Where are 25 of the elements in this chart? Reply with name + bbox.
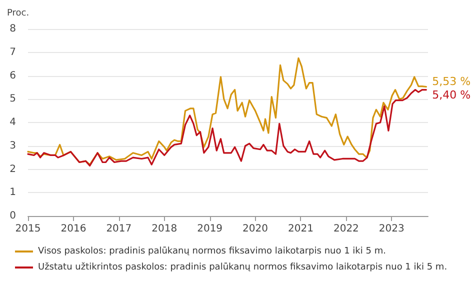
line-series bbox=[27, 57, 427, 166]
x-tick-label: 2019 bbox=[197, 224, 223, 234]
y-tick-label: 8 bbox=[10, 24, 16, 34]
x-tick-label: 2015 bbox=[15, 224, 41, 234]
y-tick-label: 6 bbox=[10, 70, 16, 82]
y-tick-label: 5 bbox=[10, 94, 16, 105]
y-tick-label: 1 bbox=[10, 187, 16, 198]
annotation: 5,40 % bbox=[432, 88, 471, 102]
y-axis-title: Proc. bbox=[7, 8, 30, 18]
x-tick-label: 2021 bbox=[288, 224, 314, 234]
line-series bbox=[27, 88, 427, 167]
y-tick-label: 7 bbox=[10, 46, 16, 58]
y-tick-label: 3 bbox=[10, 140, 16, 152]
x-tick-label: 2023 bbox=[378, 224, 404, 234]
x-tick-label: 2016 bbox=[60, 224, 86, 234]
x-tick-label: 2018 bbox=[152, 224, 178, 234]
y-tick-label: 2 bbox=[10, 164, 16, 175]
x-tick-label: 2022 bbox=[333, 224, 359, 234]
annotation: 5,53 % bbox=[432, 75, 471, 88]
x-tick-label: 2017 bbox=[106, 224, 132, 234]
legend-label: Užstatu užtikrintos paskolos: pradinis palūkanų normos fiksavimo laikotarpis nuo 1 iki 5 m. bbox=[38, 262, 448, 272]
legend-label: Visos paskolos: pradinis palūkanų normos fiksavimo laikotarpis nuo 1 iki 5 m. bbox=[38, 246, 386, 256]
x-tick-label: 2020 bbox=[242, 224, 268, 234]
y-tick-label: 0 bbox=[10, 210, 16, 222]
y-tick-label: 4 bbox=[10, 117, 16, 128]
